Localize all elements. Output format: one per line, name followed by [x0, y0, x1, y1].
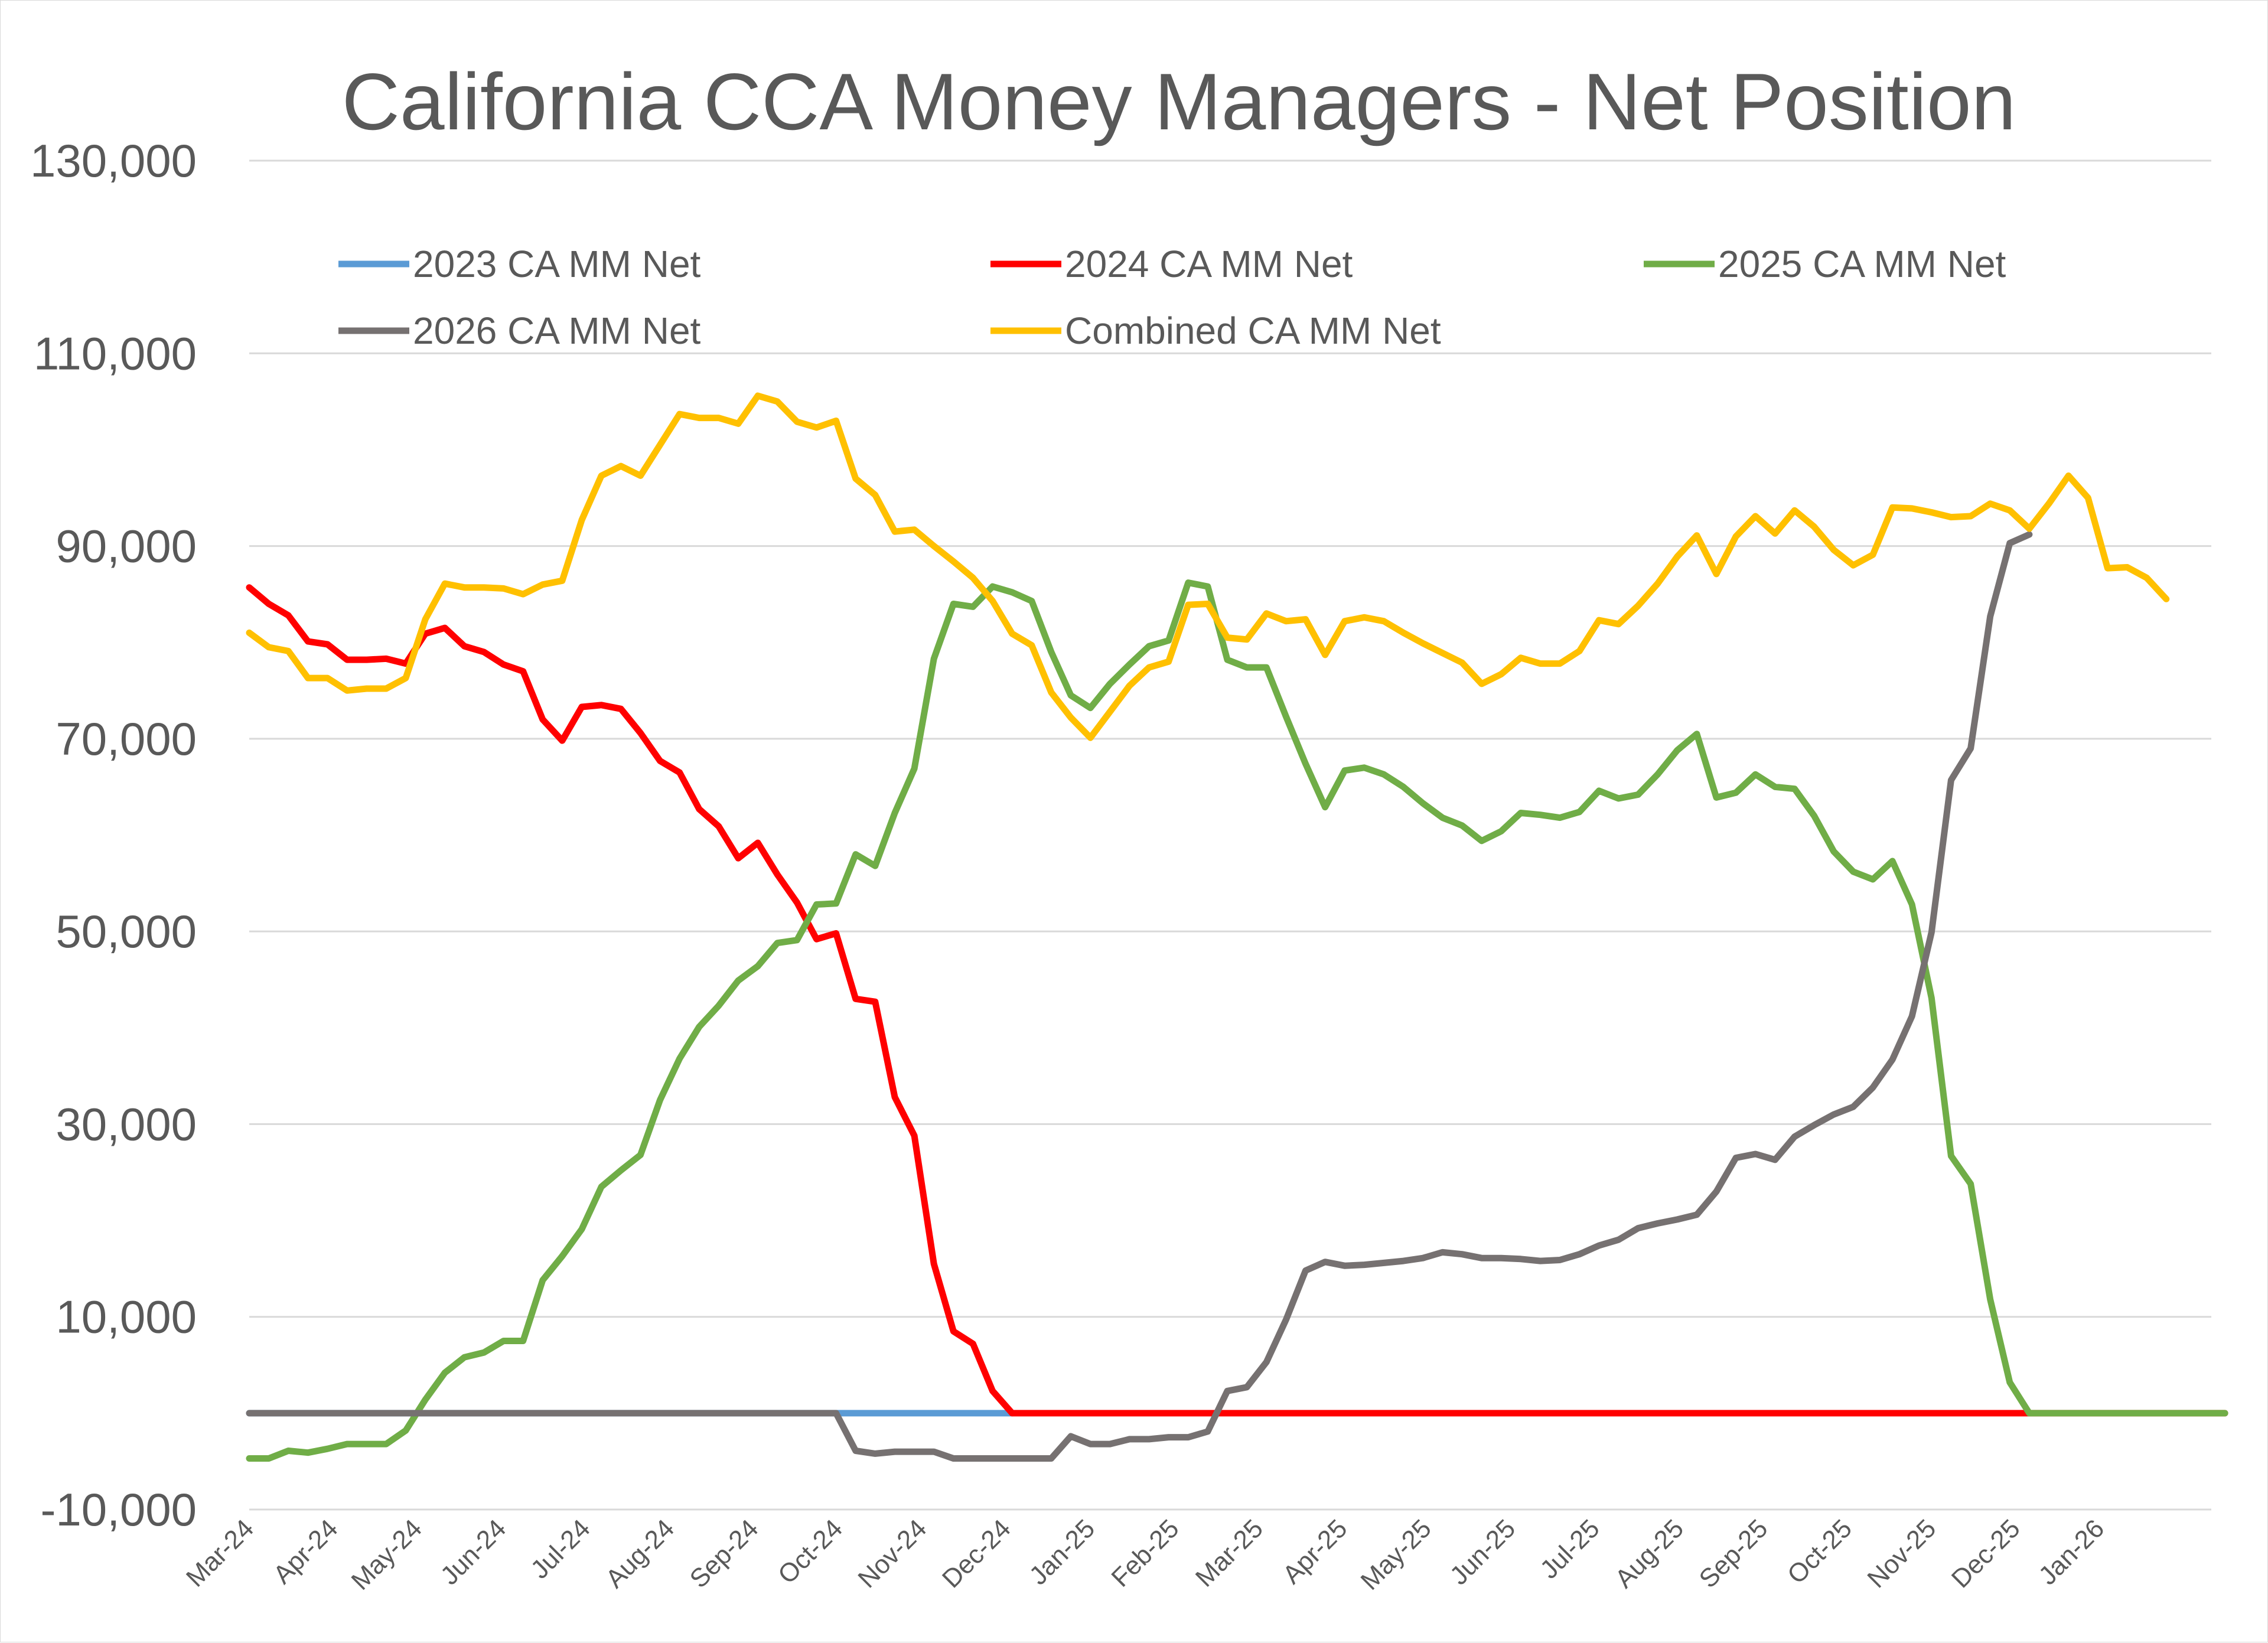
x-tick-label: Sep-24	[685, 1514, 764, 1593]
x-tick-label: Nov-24	[852, 1514, 932, 1593]
x-tick-label: Jun-25	[1445, 1514, 1521, 1590]
y-tick-label: 10,000	[56, 1291, 197, 1343]
x-tick-label: Jan-25	[1024, 1514, 1100, 1590]
y-tick-label: 130,000	[30, 135, 197, 187]
x-tick-label: Jul-24	[525, 1514, 595, 1584]
legend-label: Combined CA MM Net	[1065, 309, 1441, 352]
x-tick-label: Jul-25	[1534, 1514, 1605, 1584]
x-tick-label: Dec-24	[937, 1514, 1016, 1593]
series-line-2025-ca-mm-net	[246, 579, 2228, 1462]
x-tick-label: Sep-25	[1694, 1514, 1774, 1593]
y-tick-label: 110,000	[34, 327, 197, 379]
legend: 2023 CA MM Net 2024 CA MM Net 2025 CA MM N…	[338, 243, 2006, 352]
y-tick-label: 30,000	[56, 1098, 197, 1150]
legend-label: 2026 CA MM Net	[413, 309, 701, 352]
legend-label: 2023 CA MM Net	[413, 243, 701, 285]
y-tick-label: 90,000	[56, 520, 197, 572]
gridlines	[249, 159, 2211, 1511]
chart-title: California CCA Money Managers - Net Posi…	[342, 57, 2016, 146]
x-tick-label: Apr-25	[1277, 1514, 1353, 1589]
y-axis-tick-labels: -10,000 10,000 30,000 50,000 70,000 90,000 110…	[30, 135, 197, 1536]
legend-label: 2025 CA MM Net	[1718, 243, 2006, 285]
legend-label: 2024 CA MM Net	[1065, 243, 1353, 285]
x-tick-label: Nov-25	[1862, 1514, 1941, 1593]
x-tick-label: May-24	[346, 1514, 428, 1595]
x-tick-label: May-25	[1355, 1514, 1437, 1595]
series-line-combined-ca-mm-net	[246, 392, 2170, 741]
series-line-2026-ca-mm-net	[246, 531, 2033, 1462]
x-axis-tick-labels: Mar-24 Apr-24 May-24 Jun-24 Jul-24 Aug-24 Sep-…	[181, 1514, 2110, 1595]
data-series	[246, 392, 2228, 1462]
x-tick-label: Apr-24	[268, 1514, 343, 1589]
x-tick-label: Dec-25	[1946, 1514, 2026, 1593]
x-tick-label: Aug-25	[1609, 1514, 1689, 1593]
y-tick-label: -10,000	[40, 1484, 197, 1536]
series-line-2024-ca-mm-net	[246, 584, 2228, 1417]
x-tick-label: Feb-25	[1106, 1514, 1184, 1592]
x-tick-label: Aug-24	[600, 1514, 680, 1593]
y-tick-label: 50,000	[56, 905, 197, 957]
x-tick-label: Oct-24	[773, 1514, 848, 1589]
x-tick-label: Jun-24	[435, 1514, 512, 1590]
x-tick-label: Mar-25	[1190, 1514, 1269, 1592]
x-tick-label: Oct-25	[1782, 1514, 1858, 1589]
x-tick-label: Jan-26	[2033, 1514, 2110, 1590]
y-tick-label: 70,000	[56, 713, 197, 765]
